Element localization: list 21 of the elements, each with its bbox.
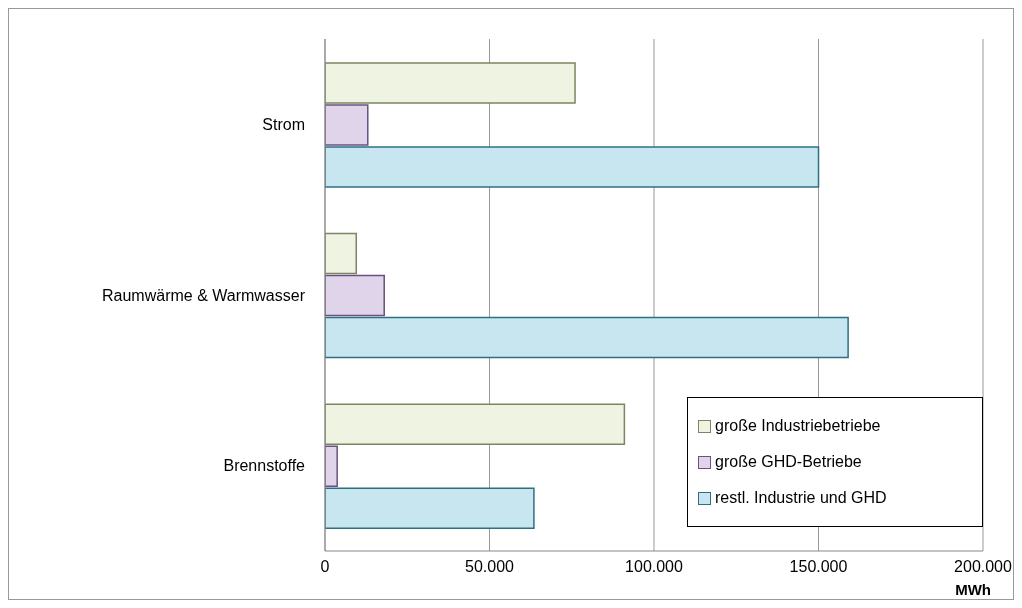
y-tick-label: Raumwärme & Warmwasser xyxy=(102,286,306,304)
x-tick-label: 200.000 xyxy=(954,558,1013,576)
x-tick-label: 0 xyxy=(320,558,330,576)
bar xyxy=(325,274,385,317)
legend-label: große GHD-Betriebe xyxy=(715,452,862,472)
x-tick-label: 50.000 xyxy=(465,558,515,576)
y-tick-label: Brennstoffe xyxy=(223,457,306,475)
y-tick-label: Strom xyxy=(262,116,305,134)
bar xyxy=(325,232,358,275)
x-tick-label: 150.000 xyxy=(789,558,848,576)
bar xyxy=(325,62,576,104)
bar xyxy=(325,403,626,445)
bar xyxy=(325,445,338,487)
bar xyxy=(325,316,849,359)
bar xyxy=(325,104,369,146)
legend-label: große Industriebetriebe xyxy=(715,416,881,436)
bar xyxy=(325,487,535,529)
x-tick-label: 100.000 xyxy=(625,558,684,576)
x-axis-title: MWh xyxy=(955,581,991,598)
legend-label: restl. Industrie und GHD xyxy=(715,488,887,508)
bar xyxy=(325,146,820,188)
